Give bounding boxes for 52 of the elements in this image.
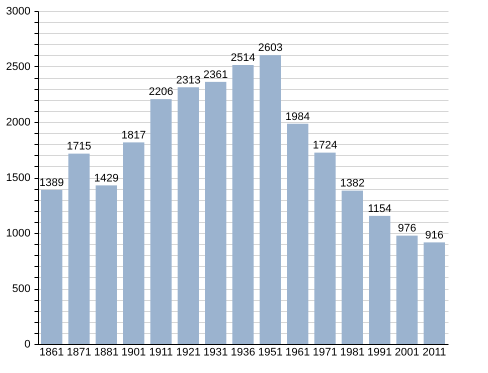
data-label: 2514 xyxy=(230,52,256,64)
bar xyxy=(396,236,418,344)
bar xyxy=(178,87,199,344)
data-label: 1724 xyxy=(312,140,338,152)
bar xyxy=(96,185,117,344)
x-tick-label: 1901 xyxy=(121,346,146,358)
x-tick-label: 1881 xyxy=(94,346,119,358)
x-tick-label: 1951 xyxy=(258,346,283,358)
y-tick-label: 2000 xyxy=(6,116,30,128)
data-label: 1382 xyxy=(340,178,365,190)
bar xyxy=(41,190,62,344)
bar xyxy=(342,190,363,344)
x-tick-label: 1921 xyxy=(176,346,201,358)
x-tick-label: 1861 xyxy=(39,346,64,358)
bar xyxy=(232,64,254,344)
x-tick-label: 1936 xyxy=(230,346,256,358)
x-tick-label: 1971 xyxy=(312,346,338,358)
y-tick-label: 500 xyxy=(12,283,30,295)
bar xyxy=(424,242,445,344)
data-label: 1984 xyxy=(285,110,310,123)
x-tick-label: 1911 xyxy=(149,346,173,358)
bar xyxy=(68,154,90,344)
bar xyxy=(150,99,172,344)
data-label: 1715 xyxy=(66,140,92,153)
x-tick-label: 1961 xyxy=(285,346,310,358)
bar xyxy=(205,82,226,344)
x-tick-label: 2001 xyxy=(394,346,420,358)
y-tick-label: 0 xyxy=(24,338,30,350)
y-tick-label: 2500 xyxy=(6,61,30,73)
x-tick-label: 1871 xyxy=(66,346,92,358)
bar xyxy=(260,55,281,344)
data-label: 916 xyxy=(425,229,444,242)
data-label: 1389 xyxy=(39,176,64,189)
data-label: 2603 xyxy=(258,42,283,54)
bar xyxy=(123,142,144,344)
data-label: 1817 xyxy=(121,129,146,142)
y-tick-label: 1500 xyxy=(6,172,30,184)
y-tick-label: 1000 xyxy=(6,228,30,240)
data-label: 976 xyxy=(398,222,416,235)
x-tick-label: 2011 xyxy=(422,346,446,358)
bar xyxy=(287,124,308,344)
data-label: 1154 xyxy=(368,202,392,215)
bar xyxy=(314,152,336,344)
data-label: 1429 xyxy=(94,172,119,184)
data-label: 2313 xyxy=(176,74,201,86)
bar xyxy=(369,216,390,344)
x-tick-label: 1991 xyxy=(367,346,392,358)
data-label: 2361 xyxy=(203,68,228,81)
x-tick-label: 1981 xyxy=(340,346,365,358)
y-tick-label: 3000 xyxy=(6,6,30,18)
data-label: 2206 xyxy=(148,86,174,98)
x-tick-label: 1931 xyxy=(203,346,228,358)
